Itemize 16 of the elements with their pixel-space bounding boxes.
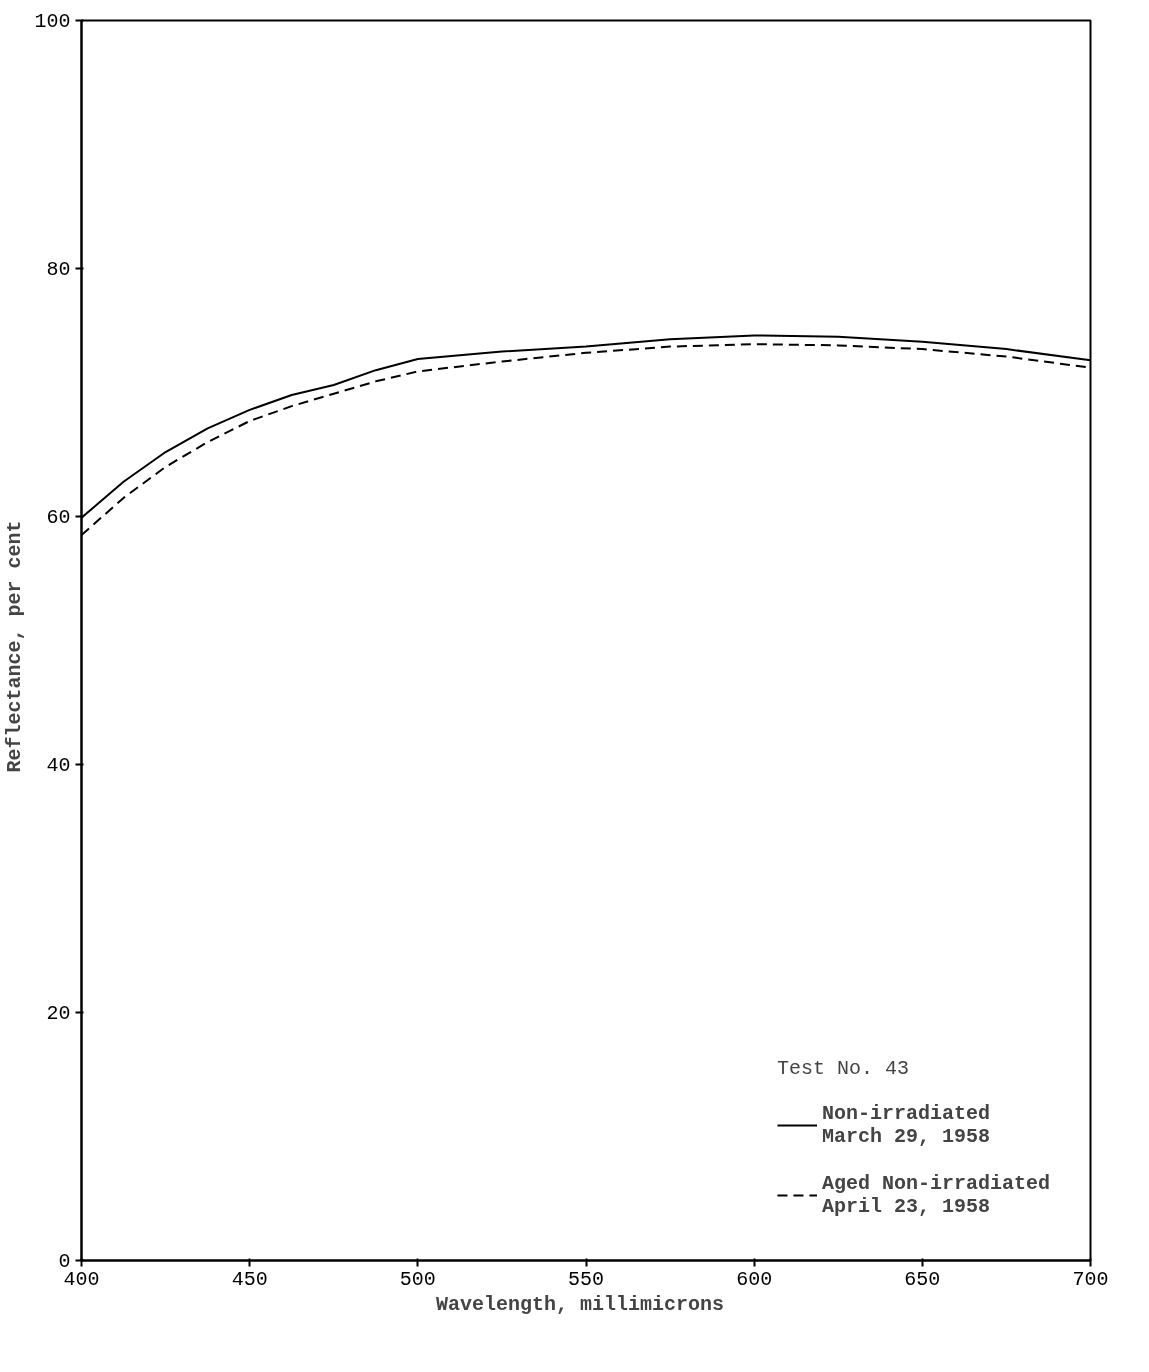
x-tick-label: 550 (568, 1267, 605, 1291)
y-tick-label: 80 (46, 258, 71, 281)
y-tick-label: 20 (46, 1002, 71, 1025)
x-tick-label: 650 (904, 1267, 941, 1291)
y-axis-title: Reflectance, per cent (3, 520, 27, 773)
legend-label: Aged Non-irradiated April 23, 1958 (821, 1171, 1050, 1220)
y-tick-label: 60 (46, 506, 71, 529)
x-tick-label: 500 (399, 1267, 436, 1291)
x-axis-title: Wavelength, millimicrons (435, 1292, 725, 1316)
x-tick-label: 700 (1072, 1267, 1109, 1291)
y-tick-label: 100 (34, 10, 71, 33)
x-tick-label: 450 (231, 1267, 268, 1291)
y-tick-label: 40 (46, 754, 71, 777)
legend-label: Non-irradiated March 29, 1958 (821, 1101, 990, 1150)
x-tick-label: 600 (736, 1267, 773, 1291)
legend-title: Test No. 43 (776, 1057, 910, 1080)
